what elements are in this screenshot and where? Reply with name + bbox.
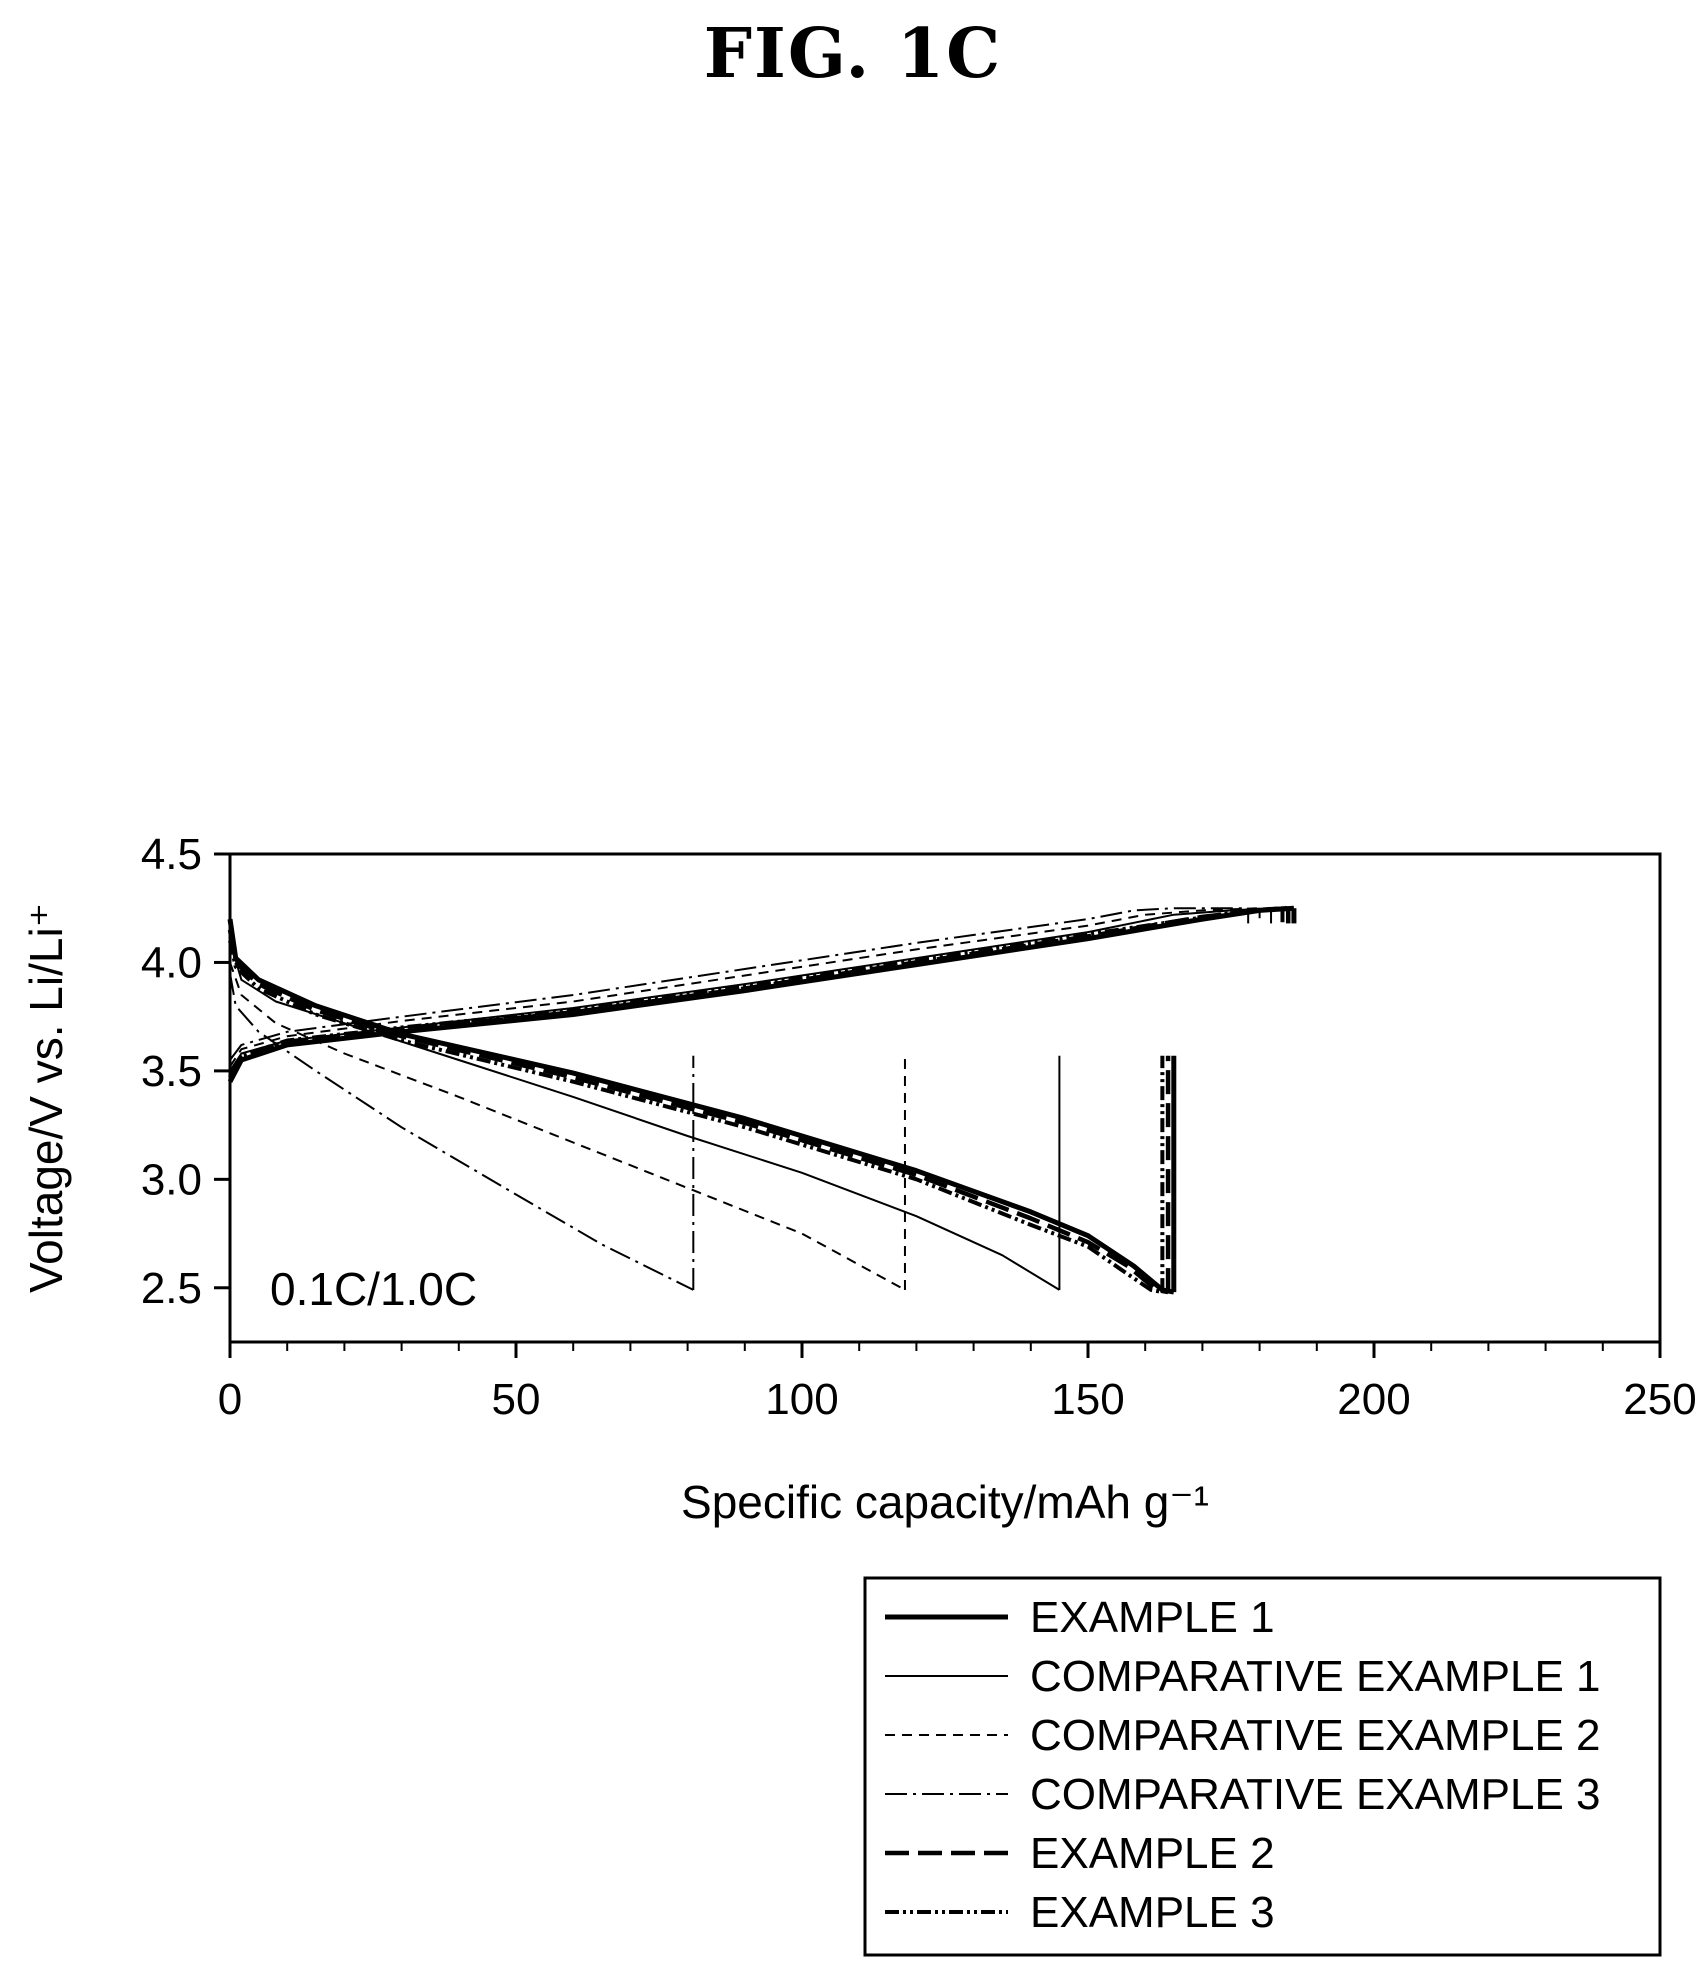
plot-frame [228,852,1662,1344]
series-4-discharge-line [229,973,694,1291]
legend: EXAMPLE 1 COMPARATIVE EXAMPLE 1 COMPARATIV… [863,1576,1662,1957]
legend-frame [863,1576,1662,1957]
x-tick-label: 150 [1051,1375,1124,1424]
y-tick-label: 4.5 [141,830,202,879]
series-1-charge-line [227,905,1295,1083]
series-lines [227,905,1297,1295]
x-tick-label: 100 [765,1375,838,1424]
x-tick-label: 250 [1623,1375,1696,1424]
series-5-charge-line [228,905,1289,1079]
series-2-charge-line [229,907,1272,1072]
series-4-charge-line [229,907,1249,1061]
plot-area [228,852,1662,1344]
legend-label-3: COMPARATIVE EXAMPLE 2 [1030,1711,1601,1760]
x-tick-label: 200 [1337,1375,1410,1424]
x-tick-label: 50 [492,1375,541,1424]
axis-ticks: 0 50 100 150 200 250 2.5 3.0 3.5 4.0 4.5 [141,830,1697,1424]
legend-label-6: EXAMPLE 3 [1030,1888,1275,1937]
legend-label-5: EXAMPLE 2 [1030,1829,1275,1878]
legend-label-4: COMPARATIVE EXAMPLE 3 [1030,1770,1601,1819]
y-tick-label: 4.0 [141,938,202,987]
x-tick-label: 0 [218,1375,242,1424]
y-tick-label: 3.5 [141,1047,202,1096]
y-tick-label: 2.5 [141,1264,202,1313]
rate-annotation: 0.1C/1.0C [270,1263,477,1315]
legend-label-2: COMPARATIVE EXAMPLE 1 [1030,1652,1601,1701]
series-3-discharge-line [229,962,906,1291]
y-tick-label: 3.0 [141,1155,202,1204]
y-axis-label: Voltage/V vs. Li/Li⁺ [20,903,72,1293]
series-6-discharge-line [228,940,1163,1295]
series-2-discharge-line [229,940,1060,1291]
series-1-discharge-line [227,918,1175,1295]
legend-label-1: EXAMPLE 1 [1030,1593,1275,1642]
x-axis-label: Specific capacity/mAh g⁻¹ [681,1476,1209,1528]
figure-title: FIG. 1C [703,14,1003,94]
series-6-charge-line [228,906,1283,1077]
series-5-discharge-line [227,929,1169,1295]
